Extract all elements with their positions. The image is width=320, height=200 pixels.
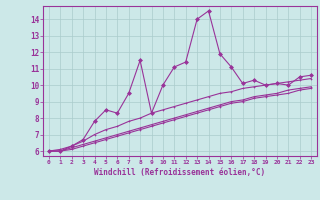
X-axis label: Windchill (Refroidissement éolien,°C): Windchill (Refroidissement éolien,°C): [94, 168, 266, 177]
